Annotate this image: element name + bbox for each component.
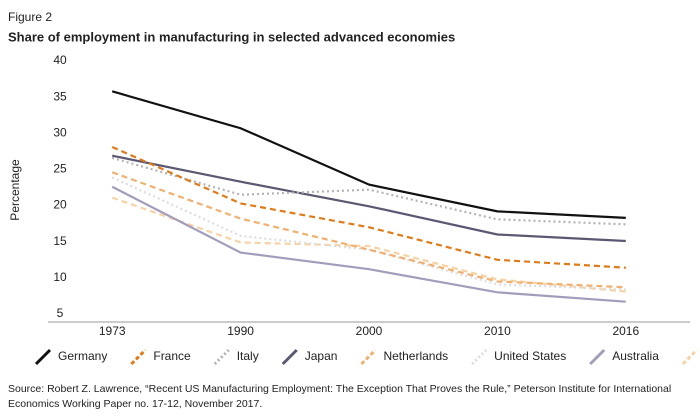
series-line bbox=[111, 176, 626, 291]
legend-label: Germany bbox=[58, 349, 107, 363]
x-tick-label: 1973 bbox=[99, 324, 126, 338]
y-tick-label: 10 bbox=[53, 270, 67, 284]
legend-swatch bbox=[471, 348, 488, 366]
x-tick-label: 1990 bbox=[227, 324, 254, 338]
x-tick-label: 2016 bbox=[612, 324, 639, 338]
legend-swatch bbox=[589, 348, 606, 366]
legend-label: United States bbox=[494, 349, 566, 363]
y-tick-label: 25 bbox=[53, 162, 67, 176]
chart: Figure 2 Share of employment in manufact… bbox=[8, 10, 698, 366]
legend-swatch bbox=[681, 348, 698, 366]
y-tick-label: 30 bbox=[53, 125, 67, 139]
legend-swatch bbox=[213, 348, 230, 366]
legend-swatch bbox=[360, 348, 377, 366]
series-line bbox=[111, 146, 626, 269]
legend-label: Australia bbox=[612, 349, 659, 363]
y-tick-label: 35 bbox=[53, 89, 67, 103]
x-tick-label: 2010 bbox=[484, 324, 511, 338]
source-note: Source: Robert Z. Lawrence, “Recent US M… bbox=[8, 383, 672, 410]
y-tick-label: 15 bbox=[53, 234, 67, 248]
series-line bbox=[111, 154, 626, 243]
series-line bbox=[111, 171, 626, 289]
series-line bbox=[111, 185, 626, 303]
series-line bbox=[111, 90, 626, 219]
legend-label: Netherlands bbox=[383, 349, 448, 363]
y-axis-label: Percentage bbox=[8, 159, 22, 221]
legend-swatch bbox=[281, 348, 298, 366]
legend-swatch bbox=[34, 348, 52, 366]
y-tick-label: 5 bbox=[57, 306, 64, 320]
chart-title: Share of employment in manufacturing in … bbox=[8, 29, 455, 44]
y-tick-label: 40 bbox=[53, 53, 67, 67]
x-tick-label: 2000 bbox=[356, 324, 383, 338]
legend-swatch bbox=[130, 348, 147, 366]
figure-label: Figure 2 bbox=[8, 10, 52, 24]
legend-label: Italy bbox=[237, 349, 259, 363]
series-line bbox=[111, 156, 626, 226]
y-tick-label: 20 bbox=[53, 198, 67, 212]
series-line bbox=[111, 196, 626, 293]
legend-label: Japan bbox=[305, 349, 338, 363]
legend-label: France bbox=[153, 349, 191, 363]
